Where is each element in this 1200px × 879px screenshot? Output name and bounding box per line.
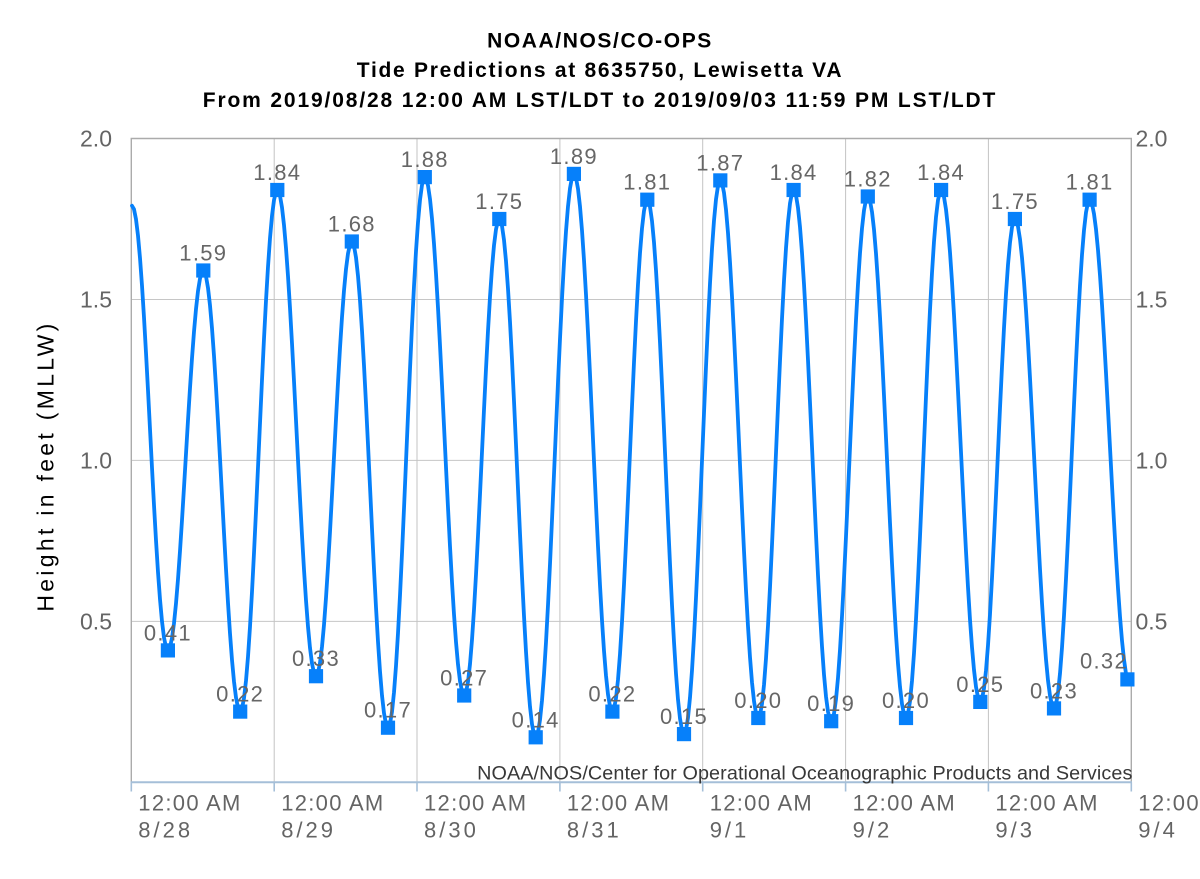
svg-text:0.20: 0.20 bbox=[734, 688, 782, 713]
svg-text:12:00 AM: 12:00 AM bbox=[567, 791, 670, 816]
svg-text:0.15: 0.15 bbox=[660, 704, 708, 729]
svg-text:1.75: 1.75 bbox=[475, 189, 523, 214]
svg-text:1.59: 1.59 bbox=[179, 241, 227, 266]
svg-text:1.5: 1.5 bbox=[1136, 287, 1168, 313]
svg-text:1.75: 1.75 bbox=[991, 189, 1039, 214]
svg-text:12:00 AM: 12:00 AM bbox=[138, 791, 241, 816]
svg-text:NOAA/NOS/CO-OPS: NOAA/NOS/CO-OPS bbox=[487, 30, 713, 53]
svg-text:12:00 AM: 12:00 AM bbox=[424, 791, 527, 816]
svg-text:Tide Predictions at 8635750, L: Tide Predictions at 8635750, Lewisetta V… bbox=[357, 59, 843, 82]
svg-text:2.0: 2.0 bbox=[1136, 126, 1168, 152]
svg-text:0.17: 0.17 bbox=[364, 698, 412, 723]
svg-text:1.81: 1.81 bbox=[1066, 170, 1114, 195]
svg-text:1.84: 1.84 bbox=[253, 160, 301, 185]
svg-text:1.88: 1.88 bbox=[401, 147, 449, 172]
svg-text:9/4: 9/4 bbox=[1138, 817, 1178, 842]
svg-text:0.20: 0.20 bbox=[882, 688, 930, 713]
svg-text:From 2019/08/28 12:00 AM LST/L: From 2019/08/28 12:00 AM LST/LDT to 2019… bbox=[203, 89, 998, 112]
svg-text:0.19: 0.19 bbox=[807, 691, 855, 716]
svg-text:0.27: 0.27 bbox=[440, 666, 488, 691]
svg-text:1.81: 1.81 bbox=[623, 170, 671, 195]
svg-text:1.89: 1.89 bbox=[550, 144, 598, 169]
svg-text:0.25: 0.25 bbox=[956, 672, 1004, 697]
svg-text:1.82: 1.82 bbox=[844, 167, 892, 192]
svg-text:0.5: 0.5 bbox=[80, 608, 112, 634]
svg-text:8/28: 8/28 bbox=[138, 817, 193, 842]
svg-text:9/3: 9/3 bbox=[995, 817, 1035, 842]
svg-text:1.84: 1.84 bbox=[770, 160, 818, 185]
svg-text:2.0: 2.0 bbox=[80, 126, 112, 152]
svg-text:0.32: 0.32 bbox=[1080, 648, 1128, 673]
svg-text:12:00 AM: 12:00 AM bbox=[853, 791, 956, 816]
svg-text:1.68: 1.68 bbox=[328, 212, 376, 237]
svg-text:9/2: 9/2 bbox=[853, 817, 893, 842]
svg-text:8/30: 8/30 bbox=[424, 817, 479, 842]
svg-text:1.87: 1.87 bbox=[696, 150, 744, 175]
svg-text:12:00 AM: 12:00 AM bbox=[995, 791, 1098, 816]
svg-text:8/29: 8/29 bbox=[281, 817, 336, 842]
svg-text:0.22: 0.22 bbox=[588, 682, 636, 707]
svg-text:12:00 AM: 12:00 AM bbox=[1138, 791, 1200, 816]
svg-text:9/1: 9/1 bbox=[710, 817, 750, 842]
svg-text:12:00 AM: 12:00 AM bbox=[710, 791, 813, 816]
svg-text:NOAA/NOS/Center for Operationa: NOAA/NOS/Center for Operational Oceanogr… bbox=[477, 763, 1132, 785]
svg-text:1.0: 1.0 bbox=[80, 447, 112, 473]
svg-text:1.5: 1.5 bbox=[80, 287, 112, 313]
svg-text:0.41: 0.41 bbox=[144, 620, 192, 645]
svg-text:0.33: 0.33 bbox=[292, 646, 340, 671]
svg-text:0.14: 0.14 bbox=[512, 707, 560, 732]
svg-text:1.84: 1.84 bbox=[917, 160, 965, 185]
svg-text:8/31: 8/31 bbox=[567, 817, 622, 842]
svg-text:0.5: 0.5 bbox=[1136, 608, 1168, 634]
svg-text:0.22: 0.22 bbox=[216, 682, 264, 707]
svg-text:0.23: 0.23 bbox=[1030, 678, 1078, 703]
svg-text:12:00 AM: 12:00 AM bbox=[281, 791, 384, 816]
svg-text:1.0: 1.0 bbox=[1136, 447, 1168, 473]
svg-text:Height in feet (MLLW): Height in feet (MLLW) bbox=[33, 320, 59, 611]
